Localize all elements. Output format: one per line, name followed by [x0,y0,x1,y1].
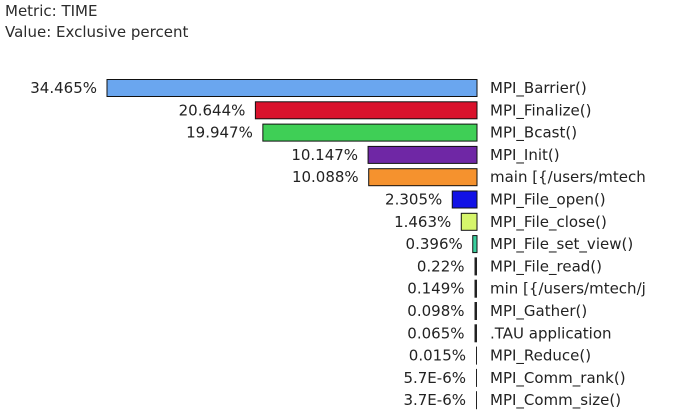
bar-14[interactable] [476,391,477,410]
bar-3[interactable] [367,145,478,164]
value-label-4: 10.088% [292,168,359,186]
category-label-0[interactable]: MPI_Barrier() [490,79,587,98]
value-label-5: 2.305% [385,191,442,209]
value-label: Value: Exclusive percent [5,23,189,41]
category-label-1[interactable]: MPI_Finalize() [490,101,591,120]
category-label-14[interactable]: MPI_Comm_size() [490,391,621,410]
bar-13[interactable] [476,368,477,387]
bar-6[interactable] [460,212,478,231]
value-label-13: 5.7E-6% [403,369,466,387]
value-label-11: 0.065% [407,324,464,342]
value-label-10: 0.098% [407,302,464,320]
category-label-11[interactable]: .TAU application [490,324,612,342]
bar-2[interactable] [262,123,478,142]
category-label-4[interactable]: main [{/users/mtech [490,168,646,186]
category-label-7[interactable]: MPI_File_set_view() [490,235,633,254]
metric-label: Metric: TIME [5,2,98,20]
value-label-3: 10.147% [291,146,358,164]
category-label-9[interactable]: min [{/users/mtech/j [490,280,646,298]
category-label-3[interactable]: MPI_Init() [490,146,560,165]
bar-0[interactable] [106,79,478,97]
bar-1[interactable] [254,101,478,120]
value-label-14: 3.7E-6% [403,391,466,409]
category-label-10[interactable]: MPI_Gather() [490,302,587,321]
bar-12[interactable] [476,346,477,365]
value-label-7: 0.396% [406,235,463,253]
value-label-6: 1.463% [394,213,451,231]
bar-7[interactable] [472,235,478,254]
category-label-8[interactable]: MPI_File_read() [490,257,602,276]
chart-header: Metric: TIME Value: Exclusive percent [5,1,188,43]
category-label-12[interactable]: MPI_Reduce() [490,347,591,366]
bar-4[interactable] [368,168,478,187]
bar-11[interactable] [474,324,478,343]
category-label-6[interactable]: MPI_File_close() [490,213,607,232]
category-label-13[interactable]: MPI_Comm_rank() [490,369,626,388]
value-label-2: 19.947% [186,124,253,142]
bar-8[interactable] [474,257,478,276]
value-label-9: 0.149% [407,280,464,298]
value-label-0: 34.465% [30,79,97,97]
bar-10[interactable] [474,302,478,320]
value-label-1: 20.644% [179,101,246,119]
bar-5[interactable] [451,190,478,209]
value-label-8: 0.22% [417,257,465,275]
bar-9[interactable] [474,279,478,298]
value-label-12: 0.015% [409,347,466,365]
category-label-2[interactable]: MPI_Bcast() [490,124,577,143]
category-label-5[interactable]: MPI_File_open() [490,191,606,210]
